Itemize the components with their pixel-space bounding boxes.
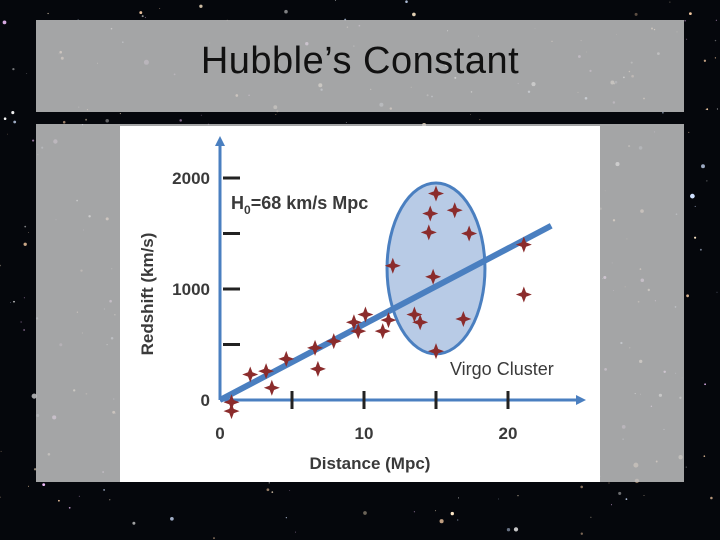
data-point <box>515 236 532 253</box>
data-point <box>223 403 240 420</box>
data-point <box>263 379 280 396</box>
data-point <box>420 224 437 241</box>
data-point <box>446 202 463 219</box>
data-point <box>350 323 367 340</box>
y-tick-label: 2000 <box>172 169 210 188</box>
virgo-cluster-label: Virgo Cluster <box>450 359 554 379</box>
data-point <box>428 185 444 202</box>
data-point <box>307 339 324 356</box>
data-point <box>422 205 439 222</box>
data-point <box>455 310 472 327</box>
chart-panel: Redshift (km/s) Distance (Mpc) H0=68 km/… <box>120 126 600 482</box>
data-point <box>242 366 259 383</box>
data-point <box>223 394 240 411</box>
x-axis-label: Distance (Mpc) <box>310 454 431 473</box>
h0-symbol: H <box>231 193 244 213</box>
y-axis-label: Redshift (km/s) <box>138 233 157 356</box>
x-tick-label: 10 <box>355 424 374 443</box>
data-point <box>278 350 295 367</box>
data-point <box>412 314 429 331</box>
h0-subscript: 0 <box>244 203 251 217</box>
title-band <box>36 20 684 112</box>
data-point <box>258 363 275 380</box>
data-point <box>428 343 444 360</box>
data-point <box>425 268 442 285</box>
data-point <box>374 323 391 340</box>
x-tick-label: 20 <box>499 424 518 443</box>
y-tick-label: 1000 <box>172 280 210 299</box>
y-tick-label: 0 <box>201 391 210 410</box>
data-point <box>384 257 401 274</box>
data-point <box>380 312 397 329</box>
data-point <box>357 306 374 323</box>
data-point <box>461 225 478 242</box>
slide-title: Hubble’s Constant <box>200 40 520 82</box>
data-point <box>406 306 423 323</box>
x-tick-label: 0 <box>215 424 224 443</box>
data-point <box>309 360 326 377</box>
data-point <box>325 333 342 350</box>
data-point <box>515 286 532 303</box>
hubble-scatter-chart: Redshift (km/s) Distance (Mpc) H0=68 km/… <box>138 136 586 473</box>
h0-value: =68 km/s Mpc <box>251 193 369 213</box>
data-point <box>345 314 362 331</box>
hubble-fit-line <box>218 223 553 403</box>
hubble-constant-annotation: H0=68 km/s Mpc <box>231 193 368 217</box>
